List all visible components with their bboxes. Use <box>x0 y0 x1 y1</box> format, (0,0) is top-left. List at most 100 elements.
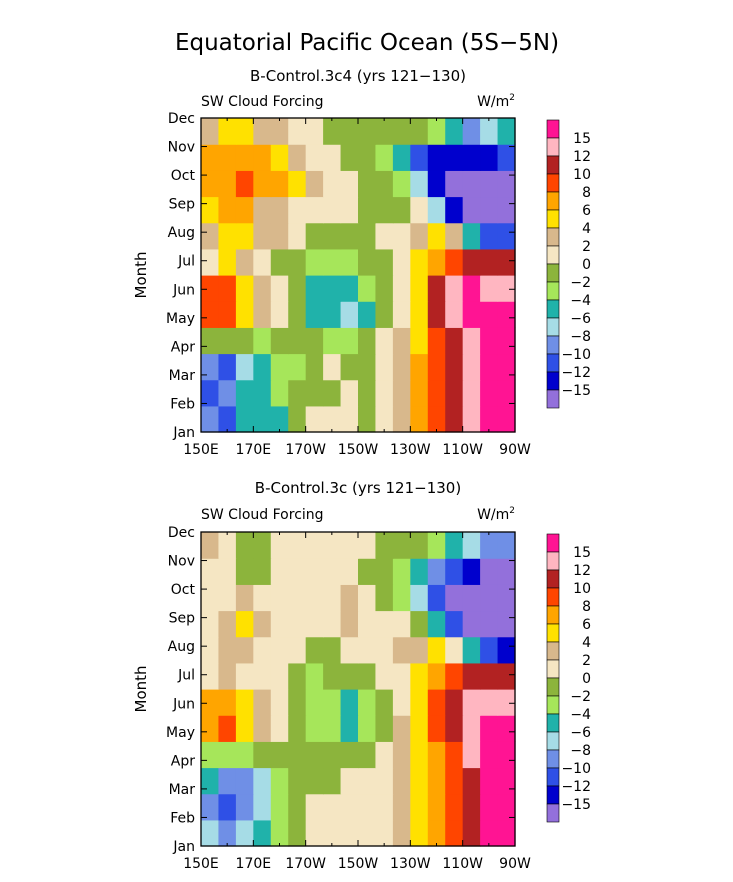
colorbar-swatch <box>546 317 560 337</box>
heatmap-cell <box>305 379 324 407</box>
heatmap-cell <box>305 793 324 821</box>
heatmap-cell <box>497 353 516 381</box>
heatmap-cell <box>340 405 359 433</box>
heatmap-cell <box>235 558 254 585</box>
heatmap-cell <box>410 353 429 381</box>
heatmap-cell <box>358 662 377 690</box>
panel-2-units-label: W/m2 <box>477 506 515 523</box>
heatmap-cell <box>253 636 272 664</box>
colorbar-label: 12 <box>573 149 591 165</box>
colorbar-swatch <box>546 245 560 265</box>
heatmap-cell <box>375 689 394 716</box>
y-tick-label: Nov <box>168 140 195 156</box>
heatmap-cell <box>201 662 220 690</box>
heatmap-cell <box>201 715 220 742</box>
heatmap-cell <box>305 327 324 355</box>
colorbar-swatch <box>546 641 560 661</box>
panel-2-subtitle: B-Control.3c (yrs 121−130) <box>255 479 461 497</box>
heatmap-cell <box>462 819 481 847</box>
panel-2-x-ticks: 150E 170E 170W 150W 130W 110W 90W <box>183 532 531 872</box>
heatmap-cell <box>288 532 307 559</box>
heatmap-cell <box>462 584 481 612</box>
y-tick-label: Dec <box>168 111 195 127</box>
heatmap-cell <box>323 144 342 171</box>
colorbar-swatch <box>546 119 560 139</box>
heatmap-cell <box>480 301 499 328</box>
heatmap-cell <box>445 327 464 355</box>
heatmap-cell <box>427 610 446 638</box>
heatmap-cell <box>445 301 464 328</box>
heatmap-cell <box>288 689 307 716</box>
heatmap-cell <box>201 275 220 302</box>
heatmap-cell <box>375 741 394 769</box>
colorbar-label: 12 <box>573 563 591 579</box>
heatmap-cell <box>340 715 359 742</box>
heatmap-cell <box>270 248 289 276</box>
figure-title: Equatorial Pacific Ocean (5S−5N) <box>175 30 559 56</box>
heatmap-cell <box>270 275 289 302</box>
colorbar-label: 0 <box>582 671 591 687</box>
heatmap-cell <box>392 118 411 145</box>
heatmap-cell <box>445 689 464 716</box>
heatmap-cell <box>480 532 499 559</box>
heatmap-cell <box>253 715 272 742</box>
heatmap-cell <box>253 741 272 769</box>
heatmap-cell <box>410 793 429 821</box>
heatmap-cell <box>305 584 324 612</box>
y-tick-label: Jul <box>177 254 195 270</box>
heatmap-cell <box>427 275 446 302</box>
heatmap-cell <box>253 767 272 795</box>
heatmap-cell <box>305 144 324 171</box>
heatmap-cell <box>305 610 324 638</box>
heatmap-cell <box>340 819 359 847</box>
heatmap-cell <box>462 248 481 276</box>
heatmap-cell <box>480 379 499 407</box>
panel-2-y-ticks: Jan Feb Mar Apr May Jun Jul Aug Sep Oct Nov Dec <box>166 525 515 855</box>
heatmap-cell <box>358 405 377 433</box>
heatmap-cell <box>480 170 499 198</box>
colorbar-swatch <box>546 371 560 391</box>
heatmap-cell <box>201 741 220 769</box>
heatmap-cell <box>218 767 237 795</box>
heatmap-cell <box>480 248 499 276</box>
y-tick-label: Nov <box>168 554 195 570</box>
heatmap-cell <box>427 558 446 585</box>
x-tick-label: 170E <box>236 442 272 458</box>
x-tick-label: 150E <box>183 442 219 458</box>
heatmap-cell <box>392 405 411 433</box>
colorbar-swatch <box>546 677 560 697</box>
heatmap-cell <box>305 532 324 559</box>
heatmap-cell <box>340 662 359 690</box>
heatmap-cell <box>270 379 289 407</box>
heatmap-cell <box>323 118 342 145</box>
heatmap-cell <box>218 353 237 381</box>
heatmap-cell <box>497 715 516 742</box>
heatmap-cell <box>218 222 237 250</box>
heatmap-cell <box>288 327 307 355</box>
heatmap-cell <box>270 118 289 145</box>
colorbar-label: 4 <box>582 221 591 237</box>
heatmap-cell <box>392 767 411 795</box>
heatmap-cell <box>497 222 516 250</box>
heatmap-cell <box>323 819 342 847</box>
heatmap-cell <box>462 689 481 716</box>
heatmap-cell <box>270 405 289 433</box>
heatmap-cell <box>253 793 272 821</box>
heatmap-cell <box>410 636 429 664</box>
colorbar-swatch <box>546 263 560 283</box>
panel-2: B-Control.3c (yrs 121−130) SW Cloud Forc… <box>132 479 591 872</box>
heatmap-cell <box>323 689 342 716</box>
heatmap-cell <box>392 196 411 224</box>
heatmap-cell <box>410 118 429 145</box>
y-tick-label: Oct <box>171 582 196 598</box>
heatmap-cell <box>480 610 499 638</box>
y-tick-label: Apr <box>171 339 195 355</box>
panel-2-colorbar: 15 12 10 8 6 4 2 0 −2 −4 −6 −8 −10 −12 −15 <box>546 533 591 823</box>
heatmap-cell <box>235 170 254 198</box>
heatmap-cell <box>323 793 342 821</box>
heatmap-cell <box>375 819 394 847</box>
heatmap-cell <box>288 584 307 612</box>
heatmap-cell <box>323 610 342 638</box>
heatmap-cell <box>253 248 272 276</box>
heatmap-cell <box>201 610 220 638</box>
